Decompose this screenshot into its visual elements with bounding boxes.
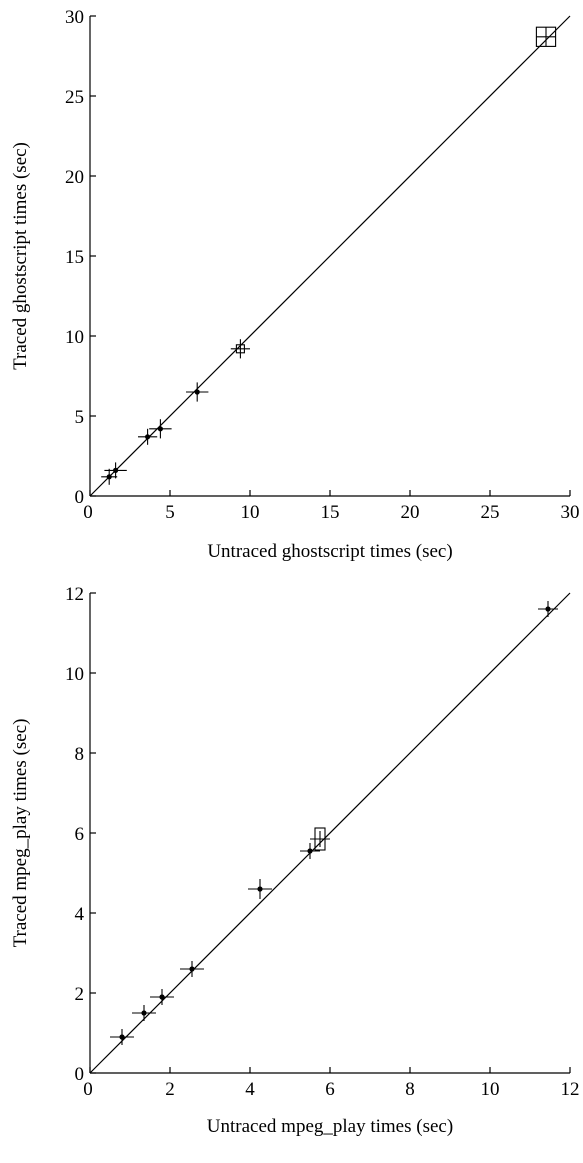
chart1-y-axis-label: Traced ghostscript times (sec) <box>10 142 31 370</box>
chart1-box-marker <box>235 344 245 354</box>
chart1-data-point <box>149 419 172 439</box>
chart2-x-tick-label: 0 <box>83 1079 93 1100</box>
chart2-data-point <box>180 961 204 977</box>
chart1-y-tick-label: 15 <box>65 247 84 268</box>
chart2-y-tick-label: 10 <box>65 664 84 685</box>
chart1-y-tick-label: 20 <box>65 167 84 188</box>
chart2-ticks: 0 2 4 6 8 10 12 0 2 4 6 8 10 12 <box>65 584 580 1100</box>
chart2-x-tick-label: 4 <box>245 1079 255 1100</box>
chart1-data-point <box>101 468 118 485</box>
chart2-data-point <box>300 843 320 859</box>
chart2-x-axis-label: Untraced mpeg_play times (sec) <box>207 1116 453 1137</box>
chart1-x-tick-label: 25 <box>481 502 500 523</box>
chart1-data-point <box>104 462 127 479</box>
chart2-x-tick-label: 8 <box>405 1079 415 1100</box>
chart1-dot-marker <box>113 467 119 473</box>
chart2-y-tick-label: 0 <box>75 1064 85 1085</box>
chart1-x-tick-label: 0 <box>83 502 93 523</box>
chart2-points <box>110 601 558 1045</box>
chart1-x-tick-label: 30 <box>561 502 580 523</box>
chart2-dot-marker <box>257 886 263 892</box>
chart2-dot-marker <box>141 1010 147 1016</box>
mpeg-play-chart: 0 2 4 6 8 10 12 0 2 4 6 8 10 12 Untraced mpeg_play ti… <box>10 584 580 1137</box>
chart2-dot-marker <box>545 606 551 612</box>
chart2-dot-marker <box>307 848 313 854</box>
chart2-box-marker <box>314 827 326 851</box>
chart2-data-point <box>150 989 174 1005</box>
chart1-data-point <box>535 26 557 47</box>
chart1-y-tick-label: 30 <box>65 7 84 28</box>
chart2-x-tick-label: 6 <box>325 1079 335 1100</box>
chart2-y-tick-label: 4 <box>75 904 85 925</box>
chart1-y-tick-label: 10 <box>65 327 84 348</box>
ghostscript-chart: 0 5 10 15 20 25 30 0 5 10 15 20 25 30 Untraced ghosts… <box>10 7 580 562</box>
chart1-data-point <box>186 382 209 402</box>
chart2-x-tick-label: 12 <box>561 1079 580 1100</box>
chart1-points <box>101 26 557 485</box>
chart2-reference-line <box>89 592 571 1074</box>
chart1-x-tick-label: 10 <box>241 502 260 523</box>
chart2-data-point <box>110 1029 134 1045</box>
chart1-y-tick-label: 5 <box>75 407 85 428</box>
chart2-data-point <box>248 879 272 899</box>
chart1-data-point <box>138 428 158 445</box>
chart2-x-tick-label: 10 <box>481 1079 500 1100</box>
chart1-x-tick-label: 15 <box>321 502 340 523</box>
chart2-data-point <box>538 601 558 617</box>
chart1-dot-marker <box>194 389 200 395</box>
chart1-y-tick-label: 25 <box>65 87 84 108</box>
chart2-dot-marker <box>159 994 165 1000</box>
chart1-box-marker <box>535 26 557 47</box>
chart1-reference-line <box>89 15 571 497</box>
chart1-x-axis-label: Untraced ghostscript times (sec) <box>207 541 452 562</box>
chart2-dot-marker <box>119 1034 125 1040</box>
chart1-x-tick-label: 20 <box>401 502 420 523</box>
chart1-y-tick-label: 0 <box>75 487 85 508</box>
chart2-dot-marker <box>189 966 195 972</box>
chart2-x-tick-label: 2 <box>165 1079 175 1100</box>
chart1-dot-marker <box>145 434 151 440</box>
chart2-y-tick-label: 6 <box>75 824 85 845</box>
chart1-ticks: 0 5 10 15 20 25 30 0 5 10 15 20 25 30 <box>65 7 580 523</box>
chart2-data-point <box>310 827 330 851</box>
chart2-y-tick-label: 2 <box>75 984 85 1005</box>
chart2-data-point <box>132 1005 156 1021</box>
chart2-y-axis-label: Traced mpeg_play times (sec) <box>10 719 31 948</box>
chart2-y-tick-label: 8 <box>75 744 85 765</box>
chart1-dot-marker <box>106 474 112 480</box>
chart1-x-tick-label: 5 <box>165 502 175 523</box>
chart1-dot-marker <box>157 426 163 432</box>
chart2-y-tick-label: 12 <box>65 584 84 605</box>
chart1-data-point <box>230 339 250 359</box>
